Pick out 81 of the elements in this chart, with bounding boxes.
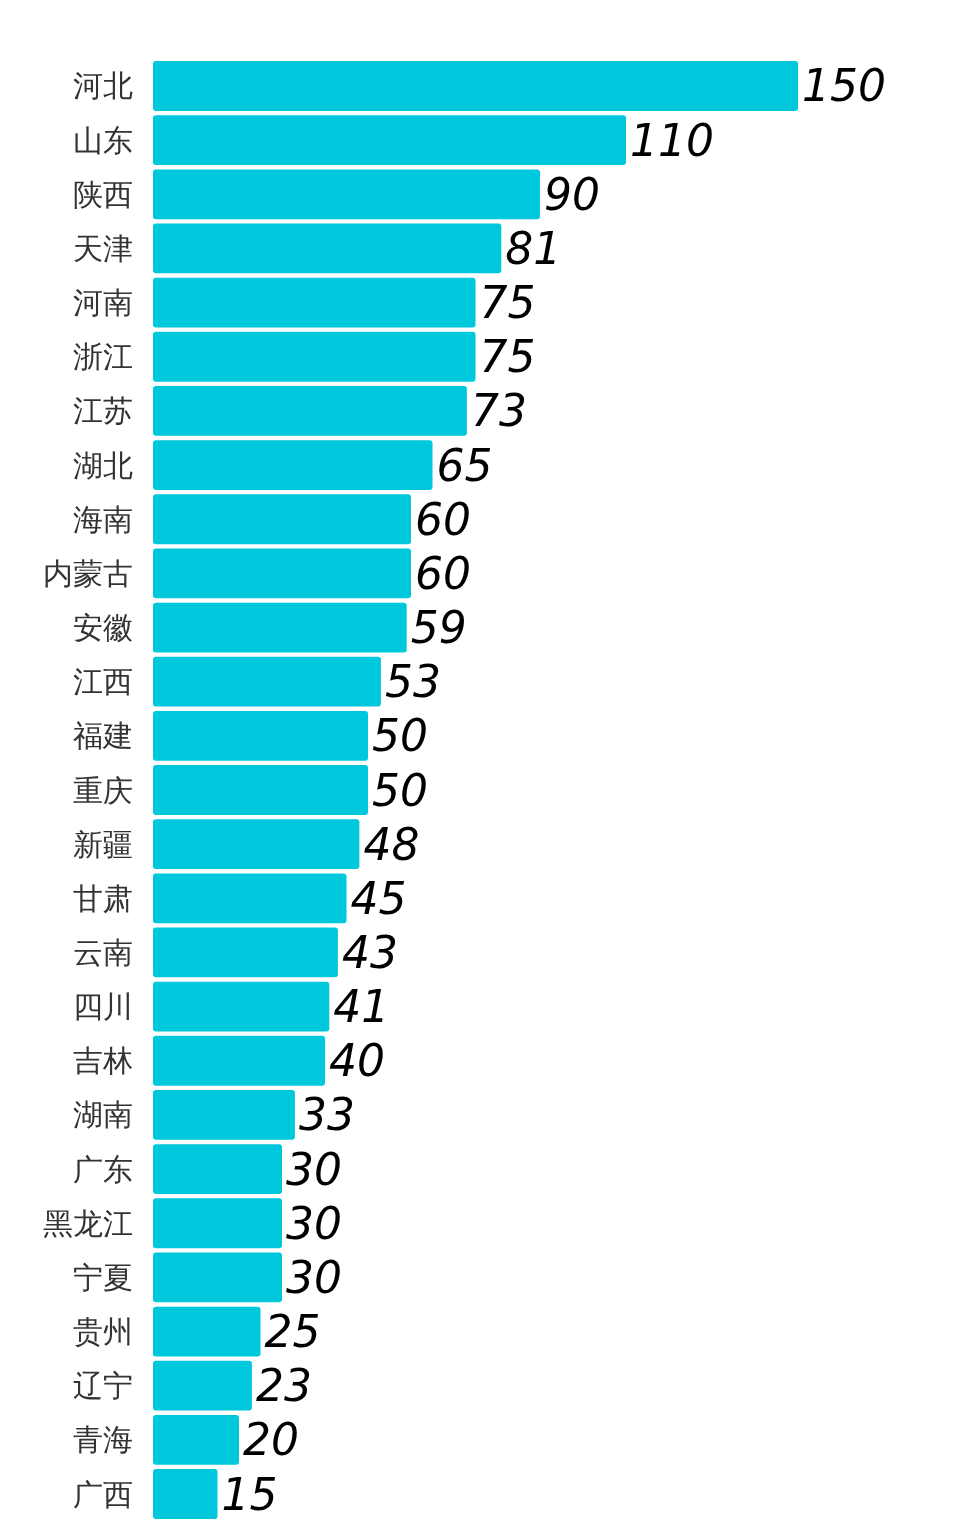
bar: [153, 602, 407, 653]
data-label: 60: [415, 493, 471, 545]
bar: [153, 115, 626, 166]
y-tick-label: 湖南: [73, 1097, 133, 1133]
bar: [153, 169, 540, 220]
y-tick-label: 新疆: [73, 826, 133, 862]
y-tick-label: 江苏: [73, 393, 133, 429]
bar: [153, 548, 411, 599]
bar: [153, 819, 360, 870]
data-label: 65: [436, 439, 493, 491]
bar: [153, 277, 476, 328]
bar: [153, 927, 338, 978]
y-tick-label: 吉林: [73, 1043, 133, 1079]
bar: [153, 1360, 252, 1411]
y-tick-label: 河南: [73, 285, 133, 321]
data-label: 23: [255, 1360, 312, 1412]
bar: [153, 1414, 239, 1465]
y-tick-label: 湖北: [73, 447, 133, 483]
data-label: 30: [286, 1251, 342, 1303]
y-tick-label: 安徽: [73, 610, 133, 646]
bar: [153, 61, 798, 111]
y-tick-label: 陕西: [73, 176, 133, 212]
y-tick-label: 宁夏: [73, 1259, 133, 1295]
bar: [153, 1306, 261, 1357]
data-label: 75: [479, 331, 536, 383]
bar: [153, 1090, 295, 1140]
bar: [153, 981, 330, 1032]
data-label: 75: [479, 277, 536, 329]
data-label: 33: [298, 1089, 355, 1141]
bar: [153, 223, 502, 274]
data-label: 60: [415, 547, 471, 599]
y-tick-label: 重庆: [73, 772, 133, 808]
y-tick-label: 山东: [73, 122, 133, 158]
data-label: 41: [333, 981, 390, 1033]
data-label: 25: [264, 1306, 321, 1358]
data-label: 90: [544, 168, 600, 220]
data-label: 20: [243, 1414, 299, 1466]
y-tick-label: 福建: [73, 718, 133, 754]
y-tick-label: 海南: [73, 501, 133, 537]
y-tick-label: 青海: [73, 1422, 133, 1458]
bar: [153, 1469, 218, 1519]
bar: [153, 710, 368, 761]
data-label: 53: [384, 656, 441, 708]
bar: [153, 765, 368, 815]
bar: [153, 386, 467, 436]
bar: [153, 1035, 325, 1086]
data-label: 45: [350, 872, 407, 924]
bar: [153, 1252, 282, 1303]
bar: [153, 331, 476, 382]
y-tick-label: 辽宁: [73, 1368, 133, 1404]
y-tick-label: 江西: [73, 664, 133, 700]
y-tick-label: 浙江: [73, 339, 133, 375]
bar: [153, 656, 381, 707]
y-tick-label: 贵州: [73, 1314, 133, 1350]
data-label: 43: [341, 926, 398, 978]
bar: [153, 873, 347, 924]
data-label: 59: [410, 602, 467, 654]
y-tick-label: 广东: [73, 1151, 133, 1187]
bar: [153, 494, 411, 545]
data-label: 40: [329, 1035, 385, 1087]
bar: [153, 440, 433, 490]
data-label: 48: [363, 818, 420, 870]
y-tick-label: 云南: [73, 934, 133, 970]
data-label: 73: [470, 385, 527, 437]
y-tick-label: 河北: [73, 68, 133, 104]
y-tick-label: 四川: [73, 989, 133, 1025]
bar: [153, 1198, 282, 1249]
bar: [153, 1144, 282, 1194]
data-label: 50: [372, 710, 428, 762]
data-label: 15: [221, 1468, 278, 1520]
data-label: 110: [630, 114, 714, 166]
data-label: 81: [505, 222, 562, 274]
data-label: 150: [802, 60, 886, 112]
y-tick-label: 甘肃: [73, 880, 133, 916]
data-label: 50: [372, 764, 428, 816]
y-tick-label: 黑龙江: [43, 1205, 133, 1241]
data-label: 30: [286, 1143, 342, 1195]
y-tick-label: 广西: [73, 1476, 133, 1512]
y-tick-label: 天津: [73, 230, 133, 266]
y-tick-label: 内蒙古: [43, 555, 133, 591]
data-label: 30: [286, 1197, 342, 1249]
